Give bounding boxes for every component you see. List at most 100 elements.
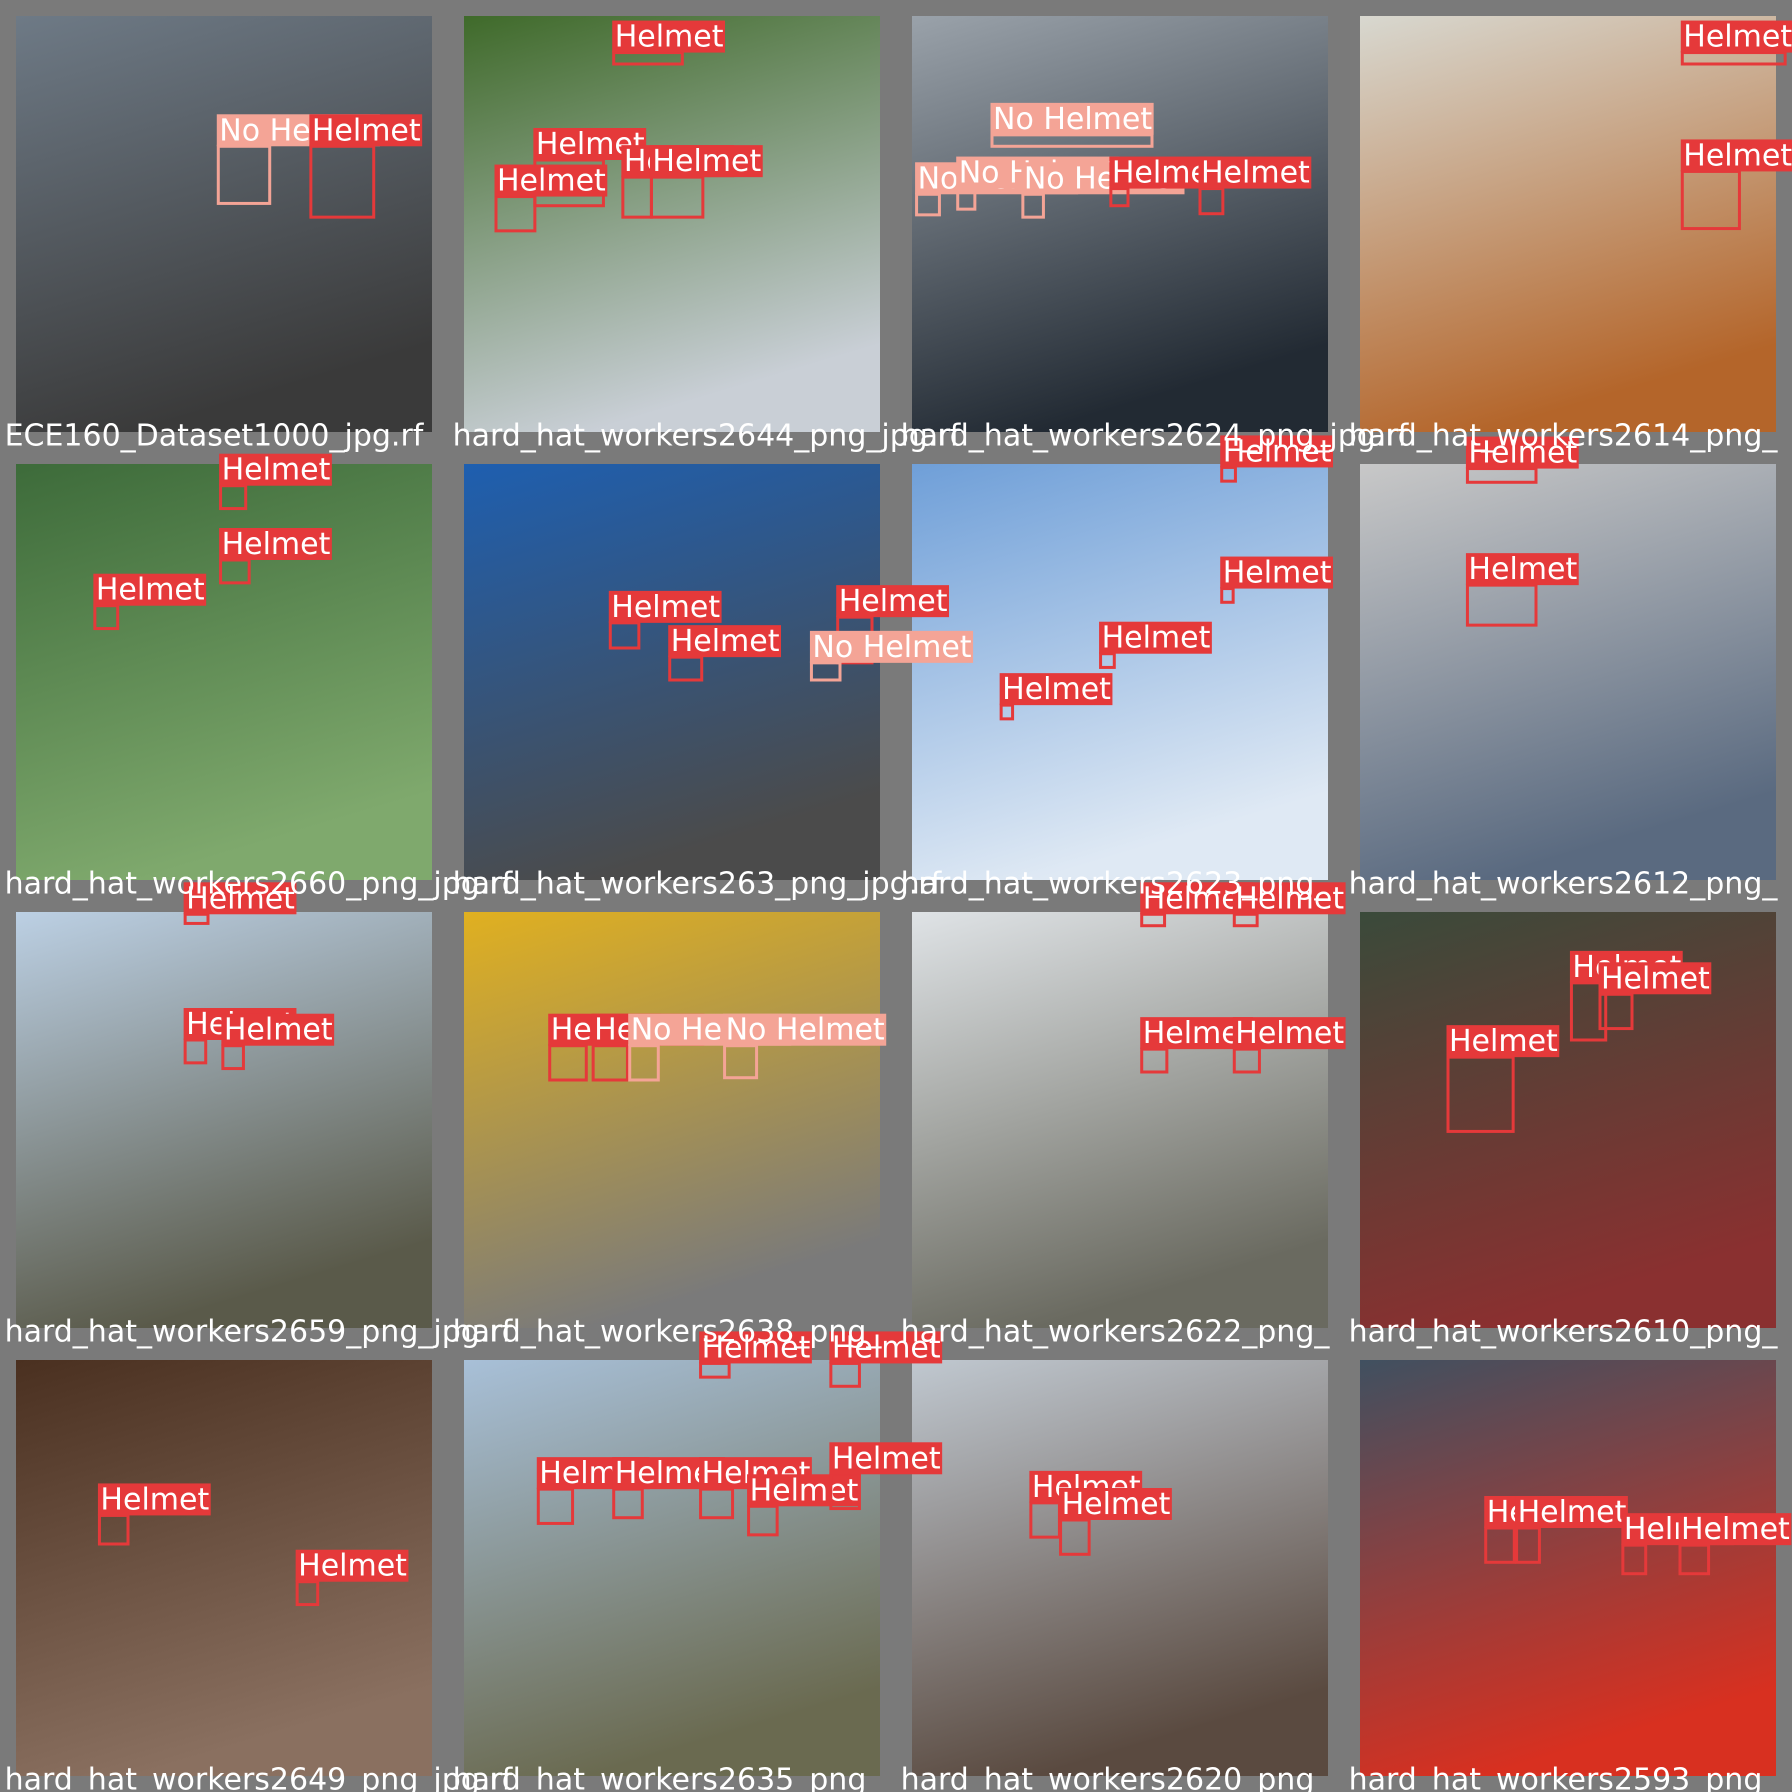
box-label: Helmet [839, 584, 948, 619]
box-label: Helmet [671, 624, 780, 659]
box-label: Helmet [1223, 556, 1332, 591]
box-label: Helmet [1235, 881, 1344, 916]
labels: ECE160_Dataset1000_jpg.rf hard_hat_worker… [5, 419, 1779, 1792]
label-bg [829, 1442, 943, 1475]
label-bg [649, 145, 763, 178]
tile-image [464, 464, 880, 880]
label-bg [608, 590, 722, 623]
label-bg [990, 102, 1154, 135]
label-bg [97, 1483, 211, 1516]
box-label: Helmet [611, 590, 720, 625]
images [16, 16, 1776, 1776]
box-label: Helmet [1683, 20, 1792, 55]
box-label: Helmet [1201, 156, 1310, 191]
box-label: Helmet [222, 453, 331, 488]
box-label: Helmet [1223, 434, 1332, 469]
tile-image [464, 912, 880, 1328]
label-bg [836, 585, 950, 618]
box-label: Helmet [1518, 1495, 1627, 1530]
box-label: No Helmet [726, 1013, 885, 1048]
label-bg [1232, 1017, 1346, 1050]
box-label: No Helmet [993, 102, 1152, 137]
box-label: Helmet [615, 20, 724, 55]
label-bg [999, 673, 1113, 706]
file-name: ECE160_Dataset1000_jpg.rf [5, 419, 425, 454]
label-bg [1099, 621, 1212, 654]
label-bg [219, 453, 332, 486]
tile-image [16, 912, 432, 1328]
label-bg [809, 630, 974, 663]
tile-image [1360, 1360, 1776, 1776]
label-bg [1220, 556, 1334, 589]
box-label: Helmet [186, 881, 295, 916]
label-bg [219, 528, 332, 560]
label-bg [1465, 553, 1579, 586]
bounding-box [216, 144, 272, 205]
file-name: hard_hat_workers2623_png_ [901, 867, 1331, 902]
box-label: Helmet [96, 573, 205, 608]
label-bg [1198, 156, 1312, 189]
box-label: Helmet [1683, 138, 1792, 173]
file-name: hard_hat_workers2660_png_jpg.rf [5, 867, 514, 902]
file-name: hard_hat_workers2614_png_ [1349, 419, 1779, 454]
file-name: hard_hat_workers2620_png_ [901, 1763, 1331, 1792]
file-name: hard_hat_workers2622_png_ [901, 1315, 1331, 1350]
file-name: hard_hat_workers2638_png_ [453, 1315, 883, 1350]
file-name: hard_hat_workers2644_png_jpg.rf [453, 419, 962, 454]
file-name: hard_hat_workers2612_png_ [1349, 867, 1779, 902]
box-label: Helmet [1468, 552, 1577, 587]
tile-image [1360, 16, 1776, 432]
label-bg [494, 164, 608, 197]
box-label: Helmet [1102, 621, 1211, 656]
label-bg [1598, 962, 1712, 995]
tile-image [912, 1360, 1328, 1776]
bounding-box [309, 144, 376, 219]
bounding-box [612, 51, 684, 66]
label-bg [183, 882, 297, 915]
label-bg [295, 1549, 409, 1582]
box-label: Helmet [1601, 961, 1710, 996]
label-bg [668, 625, 782, 658]
label-bg [1059, 1488, 1172, 1520]
label-bg [699, 1331, 812, 1364]
boxes: No HelmetHelmetHelmetHelmetHelmetHelmetH… [93, 20, 1792, 1607]
box-label: Helmet [832, 1330, 941, 1365]
tile-image [1360, 464, 1776, 880]
label-bg [93, 573, 207, 606]
label-bg [1515, 1496, 1628, 1528]
box-label: Helmet [832, 1441, 941, 1476]
label-bg [1465, 436, 1579, 469]
label-bg [723, 1013, 887, 1046]
tile-image [912, 16, 1328, 432]
tile-image [912, 464, 1328, 880]
tile-image [464, 1360, 880, 1776]
label-bg [309, 114, 423, 147]
label-bg [1680, 20, 1792, 53]
file-name: hard_hat_workers2649_png_jpg.rf [5, 1763, 514, 1792]
file-name: hard_hat_workers2593_png_ [1349, 1763, 1779, 1792]
box-label: Helmet [702, 1330, 811, 1365]
box-label: No Helmet [812, 630, 971, 665]
box-label: Helmet [652, 144, 761, 179]
box-label: Helmet [1235, 1016, 1344, 1051]
box-label: Helmet [1062, 1487, 1171, 1522]
file-name: hard_hat_workers2659_png_jpg.rf [5, 1315, 514, 1350]
file-name: hard_hat_workers2610_png_ [1349, 1315, 1779, 1350]
box-label: Helmet [312, 113, 421, 148]
box-label: Helmet [100, 1482, 209, 1517]
box-label: Helmet [298, 1549, 407, 1584]
label-bg [747, 1474, 860, 1507]
label-bg [612, 20, 726, 53]
box-label: Helmet [1449, 1024, 1558, 1059]
tile-image [912, 912, 1328, 1328]
box-label: Helmet [750, 1473, 859, 1508]
label-bg [221, 1013, 335, 1046]
box-label: Helmet [1468, 436, 1577, 471]
file-name: hard_hat_workers2624_png_jpg.rf [901, 419, 1410, 454]
tile-image [16, 16, 432, 432]
tile-image [464, 16, 880, 432]
label-bg [829, 1331, 943, 1364]
box-label: Helmet [222, 527, 331, 562]
